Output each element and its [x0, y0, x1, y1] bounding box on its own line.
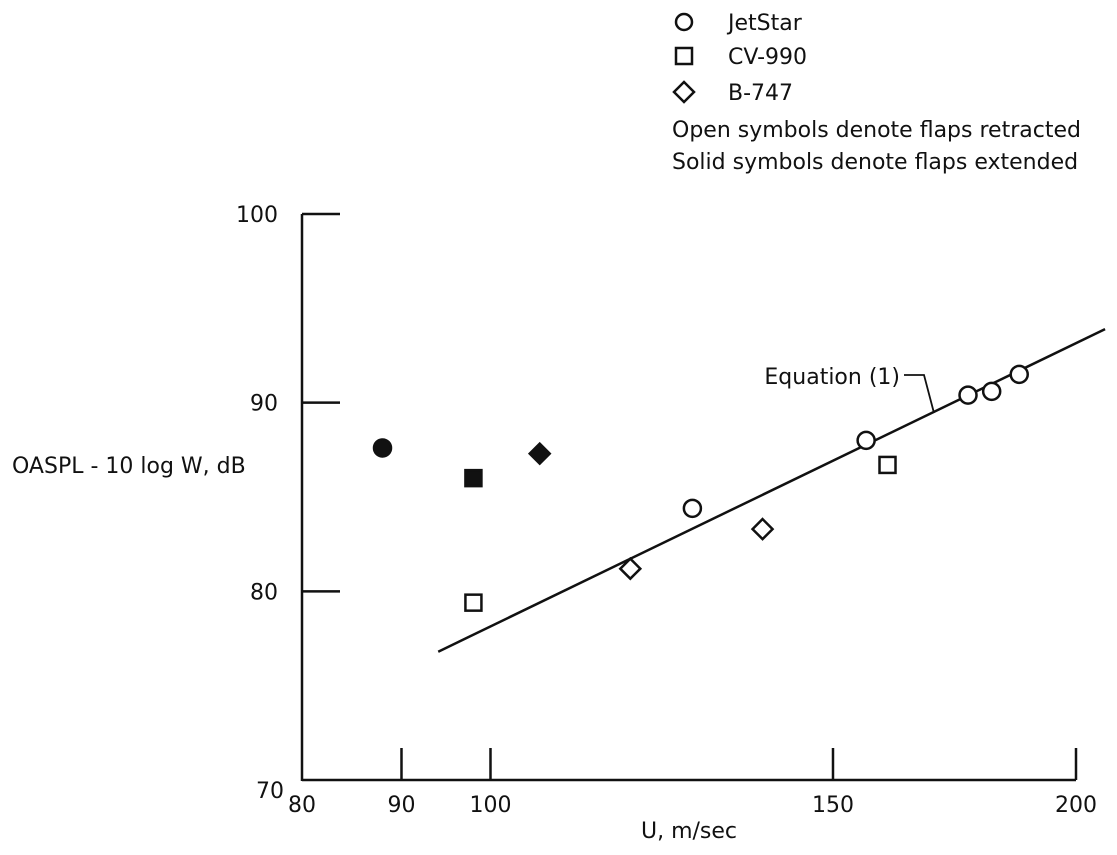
- legend-entry-jetstar: JetStar: [726, 11, 803, 36]
- b-747-retracted-point: [618, 556, 643, 581]
- legend-square-marker: [674, 46, 694, 66]
- y-ticks: 70 80 90 100: [236, 203, 340, 804]
- legend-entry-b747: B-747: [728, 81, 793, 106]
- jetstar-extended-point: [372, 438, 393, 458]
- jetstar-retracted-point: [682, 498, 703, 519]
- y-tick-label-90: 90: [250, 392, 278, 417]
- x-tick-label-100: 100: [469, 793, 511, 818]
- y-axis-title: OASPL - 10 log W, dB: [12, 454, 246, 479]
- jetstar-retracted-point: [856, 430, 876, 451]
- legend-note-open: Open symbols denote flaps retracted: [672, 118, 1081, 143]
- jetstar-retracted-point: [958, 385, 978, 405]
- jetstar-retracted-point: [981, 381, 1002, 402]
- y-tick-label-100: 100: [236, 203, 278, 228]
- y-tick-label-80: 80: [250, 580, 278, 605]
- x-tick-label-200: 200: [1055, 793, 1097, 818]
- b-747-retracted-point: [750, 517, 775, 541]
- legend: JetStar CV-990 B-747 Open symbols denote…: [672, 11, 1081, 175]
- equation-leader-line: [904, 374, 935, 414]
- x-tick-label-80: 80: [288, 793, 316, 818]
- x-tick-label-90: 90: [387, 793, 415, 818]
- data-points: [372, 364, 1029, 612]
- x-axis-title: U, m/sec: [641, 819, 737, 844]
- b-747-extended-point: [527, 441, 552, 466]
- cv-990-retracted-point: [878, 455, 897, 475]
- legend-note-solid: Solid symbols denote flaps extended: [672, 150, 1078, 175]
- y-tick-label-70: 70: [256, 779, 284, 804]
- cv-990-extended-point: [464, 468, 483, 488]
- x-ticks: 80 90 100 150 200: [288, 748, 1097, 818]
- legend-entry-cv990: CV-990: [728, 45, 807, 70]
- equation-label: Equation (1): [764, 365, 900, 390]
- x-tick-label-150: 150: [812, 793, 854, 818]
- legend-diamond-marker: [672, 80, 696, 104]
- legend-circle-marker: [674, 12, 694, 32]
- cv-990-retracted-point: [464, 593, 483, 612]
- jetstar-retracted-point: [1009, 364, 1029, 385]
